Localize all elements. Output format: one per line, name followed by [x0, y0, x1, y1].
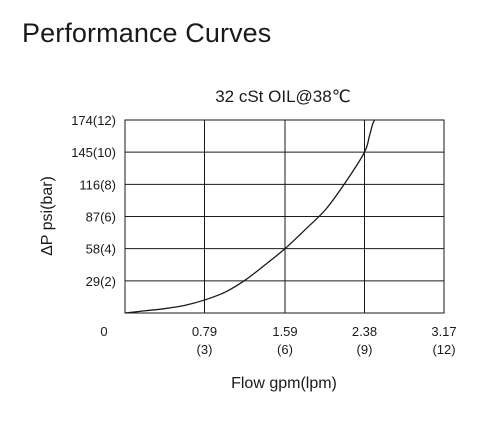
y-axis-title: ΔP psi(bar)	[39, 176, 56, 256]
y-tick-label: 174(12)	[71, 113, 116, 128]
x-tick-label: 0.79	[192, 324, 217, 339]
x-tick-label: 3.17	[431, 324, 456, 339]
x-tick-sublabel: (9)	[357, 342, 373, 357]
x-tick-sublabel: (12)	[432, 342, 455, 357]
plot-frame	[124, 119, 445, 314]
y-tick-label: 87(6)	[86, 210, 116, 225]
x-tick-label: 2.38	[352, 324, 377, 339]
series-layer	[124, 119, 376, 314]
x-axis-ticks: 0 0.79 (3) 1.59 (6) 2.38 (9) 3.17 (12)	[100, 324, 456, 357]
x-tick-sublabel: (3)	[197, 342, 213, 357]
x-tick-sublabel: (6)	[277, 342, 293, 357]
y-tick-label: 116(8)	[79, 177, 116, 192]
y-axis-ticks: 29(2) 58(4) 87(6) 116(8) 145(10) 174(12)	[71, 113, 116, 289]
x-axis-title: Flow gpm(lpm)	[231, 375, 337, 392]
x-tick-label: 0	[100, 324, 107, 339]
y-tick-label: 29(2)	[86, 274, 116, 289]
chart-title: 32 cSt OIL@38℃	[215, 87, 351, 106]
x-tick-label: 1.59	[272, 324, 297, 339]
y-tick-label: 58(4)	[86, 242, 116, 257]
grid-lines	[125, 120, 444, 313]
page-title: Performance Curves	[22, 18, 272, 48]
y-tick-label: 145(10)	[71, 145, 116, 160]
pressure-drop-curve	[124, 119, 376, 314]
